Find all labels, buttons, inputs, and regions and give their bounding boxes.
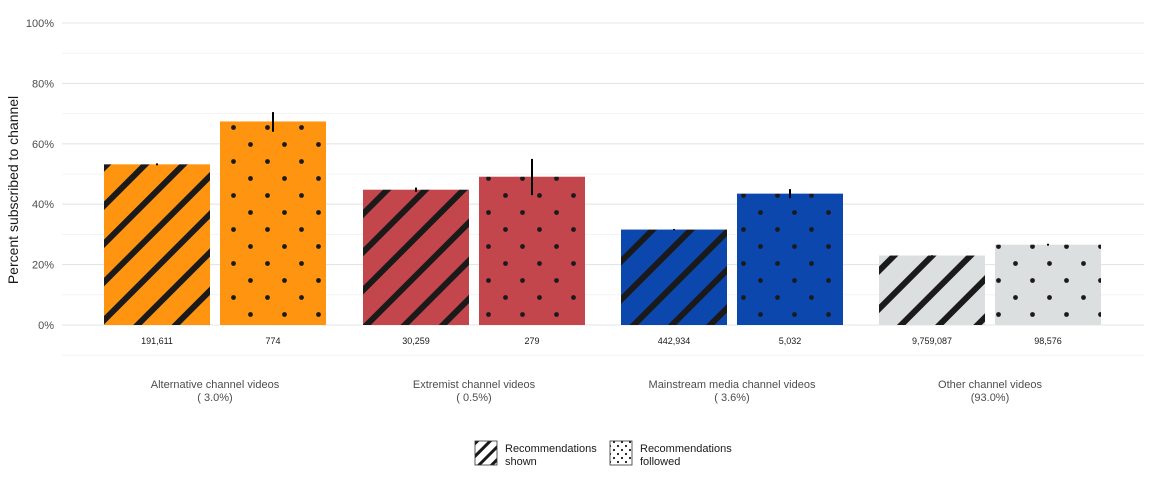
y-tick-label: 40%: [32, 199, 54, 211]
bar-followed-1: [479, 176, 585, 325]
legend-key-shown: [474, 440, 498, 466]
bar-followed-0: [220, 121, 326, 326]
legend-label: Recommendations: [505, 443, 597, 455]
bar-shown-1: [363, 189, 469, 325]
bar-followed-3: [995, 244, 1101, 325]
bar-shown-2: [621, 229, 727, 325]
bars: [104, 121, 1101, 326]
y-tick-label: 80%: [32, 78, 54, 90]
legend: RecommendationsshownRecommendationsfollo…: [474, 440, 732, 468]
count-label: 98,576: [1034, 336, 1062, 346]
y-tick-label: 20%: [32, 260, 54, 272]
count-label: 442,934: [658, 336, 691, 346]
count-label: 279: [524, 336, 539, 346]
category-share-label: ( 0.5%): [456, 392, 491, 404]
y-axis-title: Percent subscribed to channel: [5, 96, 21, 284]
error-bars: [156, 112, 1049, 256]
category-label: Other channel videos: [938, 379, 1042, 391]
category-label: Extremist channel videos: [413, 379, 536, 391]
y-axis-ticks: 0% 20% 40% 60% 80% 100%: [26, 18, 54, 332]
count-label: 9,759,087: [912, 336, 952, 346]
category-label: Alternative channel videos: [151, 379, 280, 391]
count-label: 774: [265, 336, 280, 346]
bar-shown-0: [104, 164, 210, 325]
y-tick-label: 0%: [38, 320, 54, 332]
bar-shown-3: [879, 255, 985, 325]
category-share-label: (93.0%): [971, 392, 1010, 404]
count-label: 191,611: [141, 336, 173, 346]
legend-label: Recommendations: [640, 443, 732, 455]
legend-label: shown: [505, 456, 537, 468]
count-labels: 191,611 30,259 442,934 9,759,087 774 279 5,032…: [141, 336, 1062, 346]
y-tick-label: 60%: [32, 139, 54, 151]
category-share-label: ( 3.6%): [714, 392, 749, 404]
count-label: 5,032: [779, 336, 802, 346]
legend-label: followed: [640, 456, 680, 468]
category-labels: Alternative channel videos( 3.0%) Extremi…: [151, 379, 1043, 404]
bar-followed-2: [737, 193, 843, 325]
legend-key-followed: [609, 440, 633, 466]
y-tick-label: 100%: [26, 18, 54, 30]
category-share-label: ( 3.0%): [197, 392, 232, 404]
count-label: 30,259: [402, 336, 430, 346]
category-label: Mainstream media channel videos: [649, 379, 816, 391]
